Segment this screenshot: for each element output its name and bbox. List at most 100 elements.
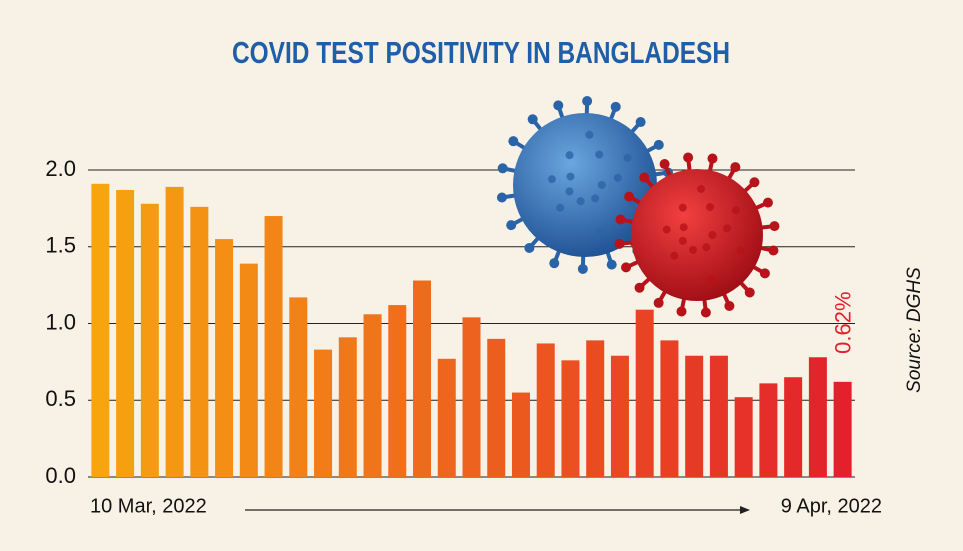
y-tick-label: 2.0 (45, 156, 76, 181)
x-tick-label: 10 Mar, 2022 (90, 495, 207, 517)
virus-bump (597, 181, 606, 189)
virus-spike-head (659, 159, 670, 170)
bar (289, 297, 308, 477)
bar (784, 377, 803, 477)
virus-bump (736, 246, 745, 255)
bar (165, 186, 184, 477)
virus-spike-head (497, 163, 508, 174)
virus-spike-head (508, 136, 519, 147)
bar (215, 239, 234, 477)
virus-spike-head (639, 172, 650, 183)
virus-spike-head (744, 287, 755, 298)
bar (561, 360, 580, 477)
bar (91, 183, 110, 477)
bar (388, 305, 407, 477)
virus-bump (613, 173, 622, 182)
bar (709, 355, 728, 477)
bar (140, 203, 159, 477)
virus-spike-head (749, 177, 760, 188)
virus-bump (678, 203, 687, 212)
virus-spike-head (724, 300, 735, 311)
bar (833, 381, 852, 477)
chart-title: COVID TEST POSITIVITY IN BANGLADESH (232, 35, 730, 70)
virus-spike-head (768, 245, 779, 256)
bar (239, 263, 258, 477)
virus-spike-head (769, 221, 780, 232)
virus-bump (565, 187, 574, 196)
bar (190, 206, 209, 477)
date-arrowhead (740, 506, 750, 514)
value-label: 0.62% (830, 291, 855, 353)
bar (314, 349, 333, 477)
y-tick-label: 1.0 (45, 309, 76, 334)
y-tick-label: 1.5 (45, 233, 76, 258)
virus-spike-head (614, 238, 625, 249)
bar (635, 309, 654, 477)
bar (116, 189, 135, 477)
virus-bump (678, 236, 687, 245)
virus-spike-head (624, 191, 635, 202)
virus-spike-head (582, 96, 593, 107)
bar (586, 340, 605, 477)
bars (91, 183, 852, 478)
virus-spike-head (496, 192, 507, 203)
bar (462, 317, 481, 477)
virus-spike-head (653, 297, 664, 308)
virus-body (631, 169, 763, 301)
virus-spike-head (676, 306, 687, 317)
bar (808, 357, 827, 477)
virus-spike-head (700, 307, 711, 318)
virus-spike-head (506, 220, 517, 231)
virus-spike-head (762, 197, 773, 208)
bar (536, 343, 555, 477)
virus-spike-head (707, 153, 718, 164)
virus-bump (576, 197, 585, 206)
y-tick-label: 0.0 (45, 463, 76, 488)
virus-bump (547, 175, 556, 184)
virus-spike-head (615, 214, 626, 225)
virus-illustration (496, 96, 780, 318)
virus-bump (623, 153, 632, 162)
bar (413, 280, 432, 477)
virus-spike-head (635, 117, 646, 128)
virus-bump (697, 184, 706, 193)
virus-spike-head (527, 114, 538, 125)
bar (685, 355, 704, 477)
virus-bump (585, 130, 594, 139)
virus-spike-head (553, 100, 564, 111)
source: Source: DGHS (904, 267, 925, 393)
virus-bump (662, 225, 671, 234)
virus-bump (706, 275, 715, 284)
virus-bump (591, 194, 600, 203)
bar (338, 337, 357, 477)
virus-bump (596, 229, 605, 238)
virus-spike-head (730, 162, 741, 173)
bar (511, 392, 530, 477)
virus-spike-head (621, 262, 632, 273)
virus-spike-head (759, 268, 770, 279)
bar (487, 338, 506, 477)
virus-spike-head (577, 263, 588, 274)
virus-bump (731, 206, 740, 215)
virus-spike-head (683, 152, 694, 163)
virus-bump (566, 172, 575, 181)
bar (759, 383, 778, 477)
virus-spike-head (606, 259, 617, 270)
bar (734, 397, 753, 477)
virus-spike-head (524, 242, 535, 253)
virus-bump (679, 223, 688, 232)
virus-bump (556, 203, 565, 212)
virus-bump (565, 151, 574, 160)
bar (363, 314, 382, 477)
virus-bump (702, 243, 711, 252)
virus-bump (595, 150, 604, 159)
x-tick-label: 9 Apr, 2022 (781, 495, 882, 517)
bar (660, 340, 679, 477)
bar (610, 355, 629, 477)
virus-spike-head (653, 139, 664, 150)
virus-bump (706, 203, 715, 212)
bar (437, 358, 456, 477)
